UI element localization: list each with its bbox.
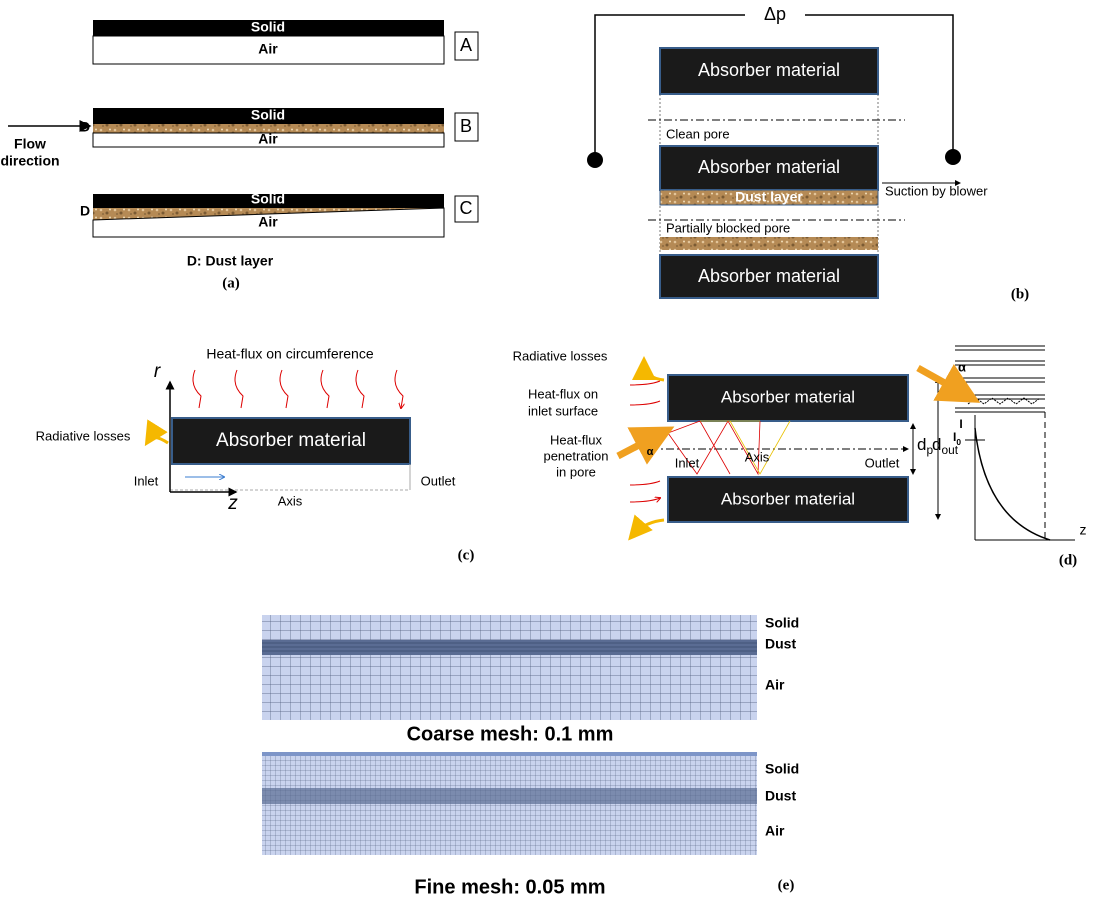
label: (a) bbox=[222, 275, 240, 291]
label: z bbox=[1080, 522, 1087, 538]
label: Solid bbox=[251, 107, 285, 123]
label: Heat-flux bbox=[550, 432, 603, 447]
panel-a bbox=[8, 20, 478, 237]
label: Air bbox=[258, 41, 278, 57]
label: Dust bbox=[765, 788, 796, 804]
label: Axis bbox=[278, 493, 303, 508]
label: z bbox=[227, 493, 238, 514]
label: inlet surface bbox=[528, 403, 598, 418]
label: Dust bbox=[765, 636, 796, 652]
label: (d) bbox=[1059, 552, 1077, 568]
label: Inlet bbox=[134, 473, 159, 488]
label: in pore bbox=[556, 464, 596, 479]
label: A bbox=[460, 35, 472, 55]
label: Solid bbox=[765, 761, 799, 777]
label: dp bbox=[917, 435, 933, 457]
symbol: d bbox=[932, 435, 941, 454]
label: Absorber material bbox=[721, 489, 855, 508]
label: Axis bbox=[745, 449, 770, 464]
label: C bbox=[460, 198, 473, 218]
label: Heat-flux on bbox=[528, 386, 598, 401]
label: Absorber material bbox=[721, 387, 855, 406]
label: α bbox=[958, 359, 966, 374]
label: Air bbox=[258, 214, 278, 230]
label: Absorber material bbox=[216, 430, 366, 451]
label: Fine mesh: 0.05 mm bbox=[414, 876, 605, 898]
label: direction bbox=[0, 153, 59, 169]
label: Absorber material bbox=[698, 60, 840, 80]
label: Air bbox=[258, 131, 278, 147]
panel-d bbox=[618, 348, 1075, 540]
figure: Solid Air A Solid Air B D Solid Air C D Flowdirecti… bbox=[0, 0, 1098, 910]
label: Absorber material bbox=[698, 157, 840, 177]
label: Solid bbox=[251, 191, 285, 207]
label: Solid bbox=[251, 19, 285, 35]
symbol: d bbox=[917, 435, 926, 454]
label: penetration bbox=[543, 448, 608, 463]
subscript: 0 bbox=[956, 437, 961, 447]
label: Solid bbox=[765, 615, 799, 631]
label: (c) bbox=[458, 547, 475, 563]
label: D: Dust layer bbox=[187, 253, 274, 269]
label: Air bbox=[765, 677, 785, 693]
label: Outlet bbox=[421, 473, 456, 488]
label: Flow bbox=[14, 136, 46, 152]
label: Clean pore bbox=[666, 126, 730, 141]
label: Absorber material bbox=[698, 266, 840, 286]
label: D bbox=[80, 119, 90, 135]
label: r bbox=[154, 361, 161, 382]
label: (e) bbox=[778, 877, 795, 893]
label: I bbox=[959, 417, 962, 431]
label: (b) bbox=[1011, 286, 1029, 302]
label: Radiative losses bbox=[513, 348, 608, 363]
label: Outlet bbox=[865, 455, 900, 470]
label: Δp bbox=[764, 4, 786, 24]
label: Suction by blower bbox=[885, 183, 988, 198]
label: Dust layer bbox=[735, 189, 803, 205]
label: D bbox=[80, 203, 90, 219]
label: B bbox=[460, 116, 472, 136]
label: Inlet bbox=[675, 455, 700, 470]
label: Coarse mesh: 0.1 mm bbox=[407, 723, 614, 745]
label: Radiative losses bbox=[36, 428, 131, 443]
label: Partially blocked pore bbox=[666, 220, 790, 235]
label: α bbox=[647, 446, 654, 458]
label: Air bbox=[765, 823, 785, 839]
label: Heat-flux on circumference bbox=[206, 346, 374, 362]
